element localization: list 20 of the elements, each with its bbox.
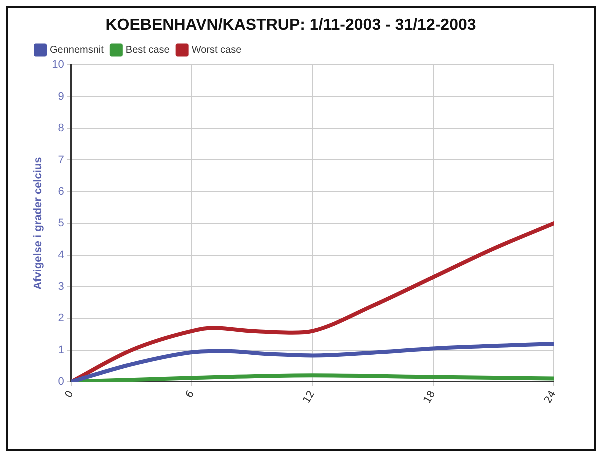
y-tick-label: 1 xyxy=(58,344,64,356)
y-tick-label: 8 xyxy=(58,122,64,135)
legend-label: Gennemsnit xyxy=(50,44,104,56)
x-tick-label: 12 xyxy=(302,389,318,406)
y-tick-label: 9 xyxy=(58,90,64,103)
x-tick-label: 24 xyxy=(542,389,559,406)
y-tick-label: 7 xyxy=(58,154,64,166)
y-tick-label: 6 xyxy=(58,186,64,198)
x-tick-label: 18 xyxy=(422,389,438,406)
y-tick-label: 5 xyxy=(58,218,64,230)
x-tick-label: 6 xyxy=(184,389,197,400)
y-tick-label: 4 xyxy=(58,249,64,262)
y-tick-label: 2 xyxy=(58,312,64,325)
y-tick-label: 3 xyxy=(58,280,64,293)
y-tick-label: 0 xyxy=(58,376,64,388)
chart-title: KOEBENHAVN/KASTRUP: 1/11-2003 - 31/12-2003 xyxy=(106,17,476,34)
legend-label: Best case xyxy=(126,44,170,56)
y-axis-title: Afvigelse i grader celcius xyxy=(32,157,45,290)
y-tick-label: 10 xyxy=(52,59,64,72)
legend-label: Worst case xyxy=(192,44,242,56)
